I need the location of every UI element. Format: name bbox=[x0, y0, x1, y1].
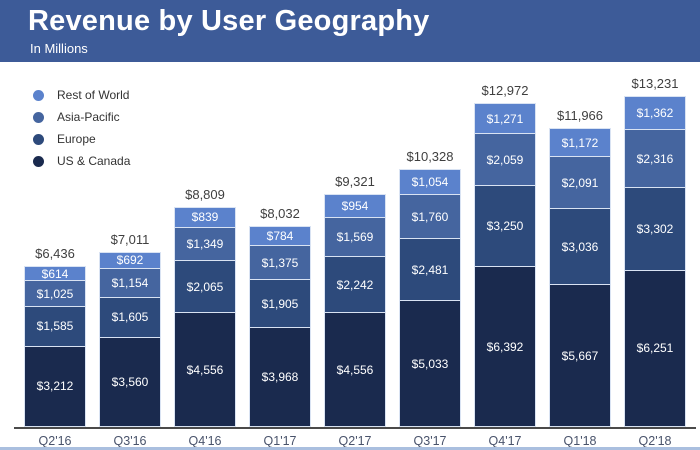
plot-area: $6,436 $614 $1,025 $1,585 $3,212 Q2'16 $7,011 $… bbox=[24, 76, 686, 448]
bar-column: $9,321 $954 $1,569 $2,242 $4,556 Q2'17 bbox=[324, 174, 386, 448]
bar-segment: $5,667 bbox=[549, 285, 611, 427]
legend-item-asia-pacific: Asia-Pacific bbox=[33, 106, 130, 128]
bar-segment: $1,605 bbox=[99, 297, 161, 338]
bar-segment: $5,033 bbox=[399, 301, 461, 427]
legend-label: Rest of World bbox=[57, 88, 130, 102]
bar-segment: $3,968 bbox=[249, 327, 311, 427]
bar-segment: $1,154 bbox=[99, 269, 161, 298]
bar-segment: $1,569 bbox=[324, 217, 386, 258]
x-axis-tick-label: Q1'18 bbox=[563, 434, 597, 448]
legend-item-europe: Europe bbox=[33, 128, 130, 150]
bar-total-label: $7,011 bbox=[110, 231, 150, 247]
bar-segment: $4,556 bbox=[174, 313, 236, 427]
legend-dot-icon bbox=[33, 111, 44, 123]
x-axis-tick-label: Q3'16 bbox=[113, 434, 147, 448]
bar-total-label: $12,972 bbox=[481, 82, 529, 98]
x-axis-tick-label: Q3'17 bbox=[413, 434, 447, 448]
bar-segment: $954 bbox=[324, 194, 386, 218]
bar-segment: $6,251 bbox=[624, 270, 686, 427]
bar-segment: $3,036 bbox=[549, 209, 611, 286]
legend-dot-icon bbox=[33, 155, 44, 167]
legend-label: Asia-Pacific bbox=[57, 110, 120, 124]
bar-segment: $1,025 bbox=[24, 281, 86, 308]
page-title: Revenue by User Geography bbox=[28, 5, 430, 37]
bar-segment: $3,212 bbox=[24, 346, 86, 427]
bar-segment: $614 bbox=[24, 266, 86, 282]
bar-column: $12,972 $1,271 $2,059 $3,250 $6,392 Q4'17 bbox=[474, 82, 536, 448]
bottom-border bbox=[0, 447, 700, 450]
bar-segment: $692 bbox=[99, 251, 161, 270]
bar-total-label: $8,032 bbox=[260, 206, 300, 222]
legend-label: US & Canada bbox=[57, 154, 131, 168]
bar-segment: $1,172 bbox=[549, 127, 611, 158]
bar-segment: $1,271 bbox=[474, 102, 536, 135]
bar-segment: $4,556 bbox=[324, 313, 386, 427]
bar-segment: $1,760 bbox=[399, 195, 461, 240]
bar-segment: $1,362 bbox=[624, 96, 686, 131]
bar-segment: $2,316 bbox=[624, 130, 686, 189]
chart-area: Rest of World Asia-Pacific Europe US & C… bbox=[0, 62, 700, 450]
bar-segment: $1,905 bbox=[249, 280, 311, 328]
bar-segment: $2,091 bbox=[549, 157, 611, 210]
bar-segment: $1,054 bbox=[399, 168, 461, 196]
bar-segment: $3,250 bbox=[474, 185, 536, 268]
header: Revenue by User Geography In Millions bbox=[0, 0, 700, 62]
bar-total-label: $9,321 bbox=[335, 174, 375, 189]
bar-column: $6,436 $614 $1,025 $1,585 $3,212 Q2'16 bbox=[24, 246, 86, 448]
bar-segment: $1,375 bbox=[249, 245, 311, 281]
legend-dot-icon bbox=[33, 133, 44, 145]
bar-column: $13,231 $1,362 $2,316 $3,302 $6,251 Q2'18 bbox=[624, 76, 686, 448]
bar-column: $8,032 $784 $1,375 $1,905 $3,968 Q1'17 bbox=[249, 206, 311, 448]
bar-segment: $2,242 bbox=[324, 257, 386, 314]
x-axis-tick-label: Q2'16 bbox=[38, 434, 72, 448]
bar-segment: $3,302 bbox=[624, 188, 686, 271]
legend: Rest of World Asia-Pacific Europe US & C… bbox=[33, 84, 130, 172]
bar-column: $7,011 $692 $1,154 $1,605 $3,560 Q3'16 bbox=[99, 231, 161, 448]
x-axis-tick-label: Q2'18 bbox=[638, 434, 672, 448]
bar-total-label: $11,966 bbox=[556, 107, 604, 123]
bar-segment: $6,392 bbox=[474, 267, 536, 427]
bar-total-label: $8,809 bbox=[185, 186, 225, 202]
legend-dot-icon bbox=[33, 89, 44, 101]
x-axis-line bbox=[14, 427, 696, 429]
bar-segment: $2,481 bbox=[399, 239, 461, 302]
bar-segment: $1,349 bbox=[174, 227, 236, 262]
bar-segment: $839 bbox=[174, 206, 236, 228]
legend-item-rest-of-world: Rest of World bbox=[33, 84, 130, 106]
bar-column: $10,328 $1,054 $1,760 $2,481 $5,033 Q3'17 bbox=[399, 148, 461, 448]
bar-column: $8,809 $839 $1,349 $2,065 $4,556 Q4'16 bbox=[174, 186, 236, 448]
x-axis-tick-label: Q1'17 bbox=[263, 434, 297, 448]
x-axis-tick-label: Q4'17 bbox=[488, 434, 522, 448]
bar-segment: $784 bbox=[249, 226, 311, 246]
bar-segment: $2,059 bbox=[474, 134, 536, 186]
x-axis-tick-label: Q2'17 bbox=[338, 434, 372, 448]
bar-total-label: $6,436 bbox=[35, 246, 75, 262]
bar-segment: $2,065 bbox=[174, 261, 236, 314]
bar-column: $11,966 $1,172 $2,091 $3,036 $5,667 Q1'18 bbox=[549, 107, 611, 448]
page-subtitle: In Millions bbox=[30, 41, 88, 56]
legend-item-us-canada: US & Canada bbox=[33, 150, 130, 172]
bar-total-label: $10,328 bbox=[406, 148, 454, 164]
legend-label: Europe bbox=[57, 132, 96, 146]
bar-segment: $3,560 bbox=[99, 338, 161, 427]
bar-segment: $1,585 bbox=[24, 307, 86, 347]
x-axis-tick-label: Q4'16 bbox=[188, 434, 222, 448]
bar-total-label: $13,231 bbox=[631, 76, 679, 92]
